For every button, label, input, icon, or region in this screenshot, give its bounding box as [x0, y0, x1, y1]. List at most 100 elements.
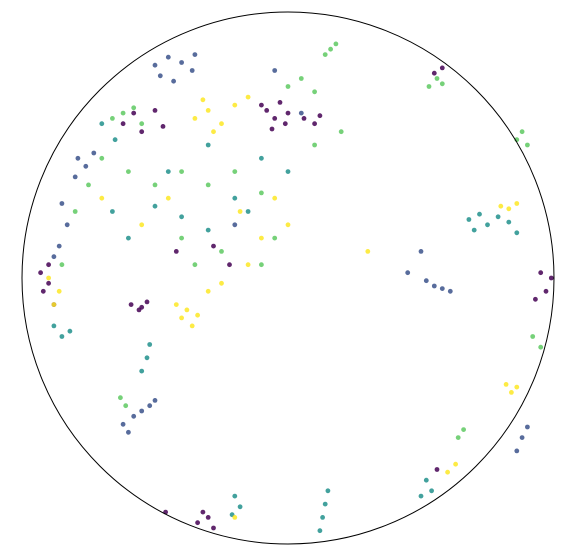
scatter-point-s1-24 [147, 403, 153, 409]
scatter-point-s0-35 [434, 467, 440, 472]
scatter-point-s0-26 [543, 288, 549, 294]
scatter-point-s1-14 [56, 243, 62, 249]
scatter-point-s4-9 [189, 323, 195, 329]
scatter-point-s4-3 [211, 129, 216, 135]
scatter-point-s3-33 [219, 249, 224, 254]
scatter-point-s0-14 [264, 108, 270, 113]
scatter-point-s2-16 [245, 209, 251, 214]
scatter-point-s1-28 [514, 448, 520, 454]
scatter-point-s1-15 [431, 283, 437, 289]
scatter-point-s2-32 [205, 142, 211, 148]
scatter-point-s0-16 [277, 100, 283, 105]
scatter-point-s2-35 [165, 169, 171, 175]
scatter-point-s0-9 [38, 270, 43, 276]
scatter-points [38, 41, 554, 534]
scatter-point-s1-2 [179, 60, 185, 65]
scatter-point-s0-20 [259, 102, 264, 108]
scatter-point-s4-20 [514, 201, 520, 206]
scatter-point-s2-2 [485, 222, 490, 228]
scatter-point-s3-27 [118, 395, 123, 401]
scatter-point-s3-11 [232, 169, 238, 175]
scatter-point-s4-34 [365, 249, 371, 254]
scatter-point-s2-10 [110, 209, 115, 214]
scatter-point-s2-31 [147, 342, 153, 347]
scatter-point-s0-6 [46, 262, 51, 268]
scatter-point-s1-8 [83, 163, 89, 169]
scatter-point-s3-25 [530, 334, 536, 339]
scatter-point-s2-34 [285, 169, 291, 175]
scatter-point-s4-25 [445, 469, 450, 475]
scatter-point-s4-22 [503, 382, 509, 387]
scatter-point-s3-0 [120, 110, 126, 116]
scatter-point-s4-27 [232, 515, 238, 520]
scatter-point-s1-20 [418, 249, 424, 254]
scatter-point-s3-24 [525, 142, 530, 148]
scatter-point-s3-29 [461, 427, 466, 432]
scatter-point-s1-19 [405, 270, 411, 276]
scatter-point-s1-9 [91, 150, 97, 156]
scatter-point-s3-19 [426, 84, 432, 89]
scatter-point-s2-33 [259, 155, 264, 161]
scatter-point-s2-15 [232, 195, 238, 201]
scatter-point-s0-23 [317, 113, 323, 119]
scatter-point-s1-11 [59, 201, 65, 206]
scatter-point-s4-17 [205, 288, 211, 294]
scatter-point-s4-14 [272, 195, 278, 201]
scatter-point-s1-6 [192, 52, 198, 57]
scatter-point-s2-28 [418, 493, 424, 499]
scatter-point-s4-2 [219, 121, 224, 127]
scatter-point-s3-5 [86, 182, 91, 188]
scatter-point-s3-2 [139, 121, 145, 127]
scatter-point-s0-33 [211, 525, 216, 531]
scatter-point-s0-13 [139, 304, 145, 310]
scatter-point-s1-26 [152, 398, 158, 403]
scatter-point-s0-38 [227, 262, 232, 268]
scatter-point-s3-9 [179, 169, 185, 175]
scatter-point-s4-31 [99, 195, 105, 201]
scatter-point-s2-17 [99, 121, 105, 127]
scatter-point-s2-22 [322, 501, 328, 507]
scatter-point-s4-0 [192, 116, 198, 121]
scatter-point-s0-36 [211, 243, 216, 249]
scatter-point-s2-3 [495, 214, 501, 220]
scatter-point-s1-25 [125, 429, 131, 435]
scatter-point-s3-1 [131, 105, 137, 111]
scatter-point-s1-3 [189, 68, 195, 73]
scatter-point-s3-16 [322, 52, 328, 57]
scatter-point-s1-23 [139, 408, 145, 414]
scatter-point-s2-7 [51, 323, 57, 329]
scatter-point-s0-30 [195, 520, 201, 526]
scatter-point-s4-1 [205, 108, 211, 113]
scatter-point-s3-28 [123, 403, 129, 409]
scatter-point-s4-16 [245, 262, 251, 268]
scatter-point-s0-18 [269, 126, 275, 132]
scatter-point-s4-32 [139, 222, 145, 228]
scatter-point-s4-11 [173, 302, 179, 307]
scatter-point-s0-37 [173, 249, 179, 254]
scatter-point-s3-31 [179, 235, 185, 241]
scatter-point-s4-10 [195, 312, 201, 318]
scatter-point-s3-14 [298, 76, 304, 81]
scatter-point-s3-37 [338, 129, 344, 135]
scatter-point-s3-6 [72, 209, 78, 214]
scatter-point-s2-25 [325, 488, 331, 494]
scatter-point-s0-1 [131, 110, 137, 116]
scatter-point-s2-29 [144, 355, 150, 361]
scatter-point-s0-12 [144, 299, 150, 305]
scatter-point-s3-35 [272, 235, 278, 241]
scatter-point-s4-33 [165, 195, 171, 201]
scatter-point-s3-8 [152, 182, 158, 188]
scatter-point-s0-8 [46, 280, 51, 286]
scatter-point-s1-13 [51, 254, 57, 260]
scatter-point-s4-29 [56, 288, 62, 294]
scatter-point-s3-23 [519, 129, 525, 135]
scatter-point-s3-4 [99, 155, 105, 161]
scatter-point-s0-15 [272, 116, 278, 121]
scatter-point-s3-26 [538, 344, 544, 350]
scatter-point-s1-12 [64, 222, 70, 228]
scatter-point-s4-4 [200, 97, 206, 103]
scatter-point-s3-15 [312, 89, 317, 95]
scatter-point-s4-12 [237, 209, 243, 214]
